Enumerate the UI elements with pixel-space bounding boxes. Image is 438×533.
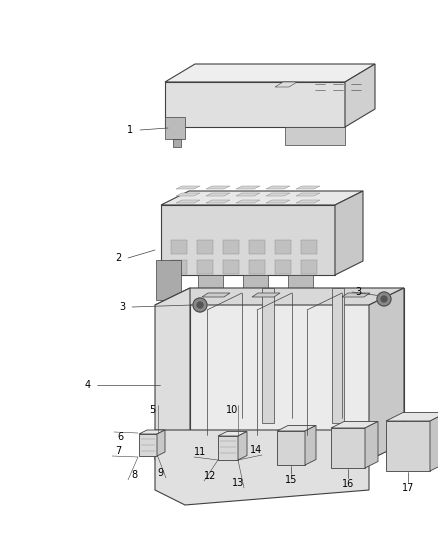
- Polygon shape: [176, 186, 200, 189]
- Polygon shape: [161, 205, 335, 275]
- Polygon shape: [197, 240, 213, 254]
- Polygon shape: [332, 288, 344, 423]
- Polygon shape: [218, 432, 247, 436]
- Text: 9: 9: [157, 468, 163, 478]
- Text: 16: 16: [342, 479, 354, 489]
- Polygon shape: [331, 422, 378, 428]
- Polygon shape: [165, 82, 345, 127]
- Polygon shape: [155, 288, 404, 305]
- Text: 14: 14: [250, 445, 262, 455]
- Text: 15: 15: [285, 475, 297, 485]
- Polygon shape: [171, 260, 187, 274]
- Polygon shape: [202, 293, 230, 297]
- Polygon shape: [365, 422, 378, 468]
- Polygon shape: [266, 193, 290, 196]
- Polygon shape: [176, 193, 200, 196]
- Polygon shape: [301, 240, 317, 254]
- Polygon shape: [161, 191, 363, 205]
- Polygon shape: [206, 200, 230, 203]
- Polygon shape: [223, 260, 239, 274]
- Text: 4: 4: [85, 380, 91, 390]
- Polygon shape: [236, 193, 260, 196]
- Polygon shape: [173, 139, 181, 147]
- Polygon shape: [238, 432, 247, 460]
- Polygon shape: [266, 186, 290, 189]
- Polygon shape: [218, 436, 238, 460]
- Polygon shape: [249, 240, 265, 254]
- Text: 6: 6: [117, 432, 123, 442]
- Text: 1: 1: [127, 125, 133, 135]
- Polygon shape: [155, 430, 369, 505]
- Polygon shape: [285, 127, 345, 145]
- Polygon shape: [335, 191, 363, 275]
- Polygon shape: [236, 200, 260, 203]
- Polygon shape: [296, 193, 320, 196]
- Text: 2: 2: [115, 253, 121, 263]
- Text: 12: 12: [204, 471, 216, 481]
- Text: 17: 17: [402, 483, 414, 493]
- Polygon shape: [301, 260, 317, 274]
- Polygon shape: [262, 288, 274, 423]
- Polygon shape: [369, 288, 404, 460]
- Text: 11: 11: [194, 447, 206, 457]
- Polygon shape: [206, 193, 230, 196]
- Polygon shape: [156, 260, 181, 300]
- Text: 13: 13: [232, 478, 244, 488]
- Circle shape: [381, 296, 387, 302]
- Polygon shape: [386, 413, 438, 421]
- Polygon shape: [243, 275, 268, 293]
- Polygon shape: [252, 293, 280, 297]
- Text: 3: 3: [355, 287, 361, 297]
- Polygon shape: [345, 64, 375, 127]
- Polygon shape: [165, 64, 375, 82]
- Polygon shape: [249, 260, 265, 274]
- Polygon shape: [190, 288, 404, 443]
- Text: 10: 10: [226, 405, 238, 415]
- Text: 3: 3: [119, 302, 125, 312]
- Polygon shape: [165, 117, 185, 139]
- Polygon shape: [277, 425, 316, 431]
- Text: 8: 8: [131, 470, 137, 480]
- Polygon shape: [139, 434, 157, 456]
- Text: 5: 5: [149, 405, 155, 415]
- Polygon shape: [236, 186, 260, 189]
- Polygon shape: [223, 240, 239, 254]
- Polygon shape: [296, 200, 320, 203]
- Polygon shape: [331, 428, 365, 468]
- Polygon shape: [176, 200, 200, 203]
- Polygon shape: [206, 186, 230, 189]
- Polygon shape: [275, 240, 291, 254]
- Polygon shape: [296, 186, 320, 189]
- Polygon shape: [171, 240, 187, 254]
- Circle shape: [377, 292, 391, 306]
- Polygon shape: [305, 425, 316, 465]
- Polygon shape: [197, 260, 213, 274]
- Polygon shape: [155, 288, 190, 460]
- Polygon shape: [157, 430, 165, 456]
- Polygon shape: [386, 421, 430, 471]
- Polygon shape: [275, 260, 291, 274]
- Text: 7: 7: [115, 446, 121, 456]
- Polygon shape: [275, 82, 297, 87]
- Polygon shape: [288, 275, 313, 293]
- Polygon shape: [342, 293, 370, 297]
- Circle shape: [193, 298, 207, 312]
- Circle shape: [197, 302, 203, 308]
- Polygon shape: [198, 275, 223, 293]
- Polygon shape: [266, 200, 290, 203]
- Polygon shape: [139, 430, 165, 434]
- Polygon shape: [430, 413, 438, 471]
- Polygon shape: [277, 431, 305, 465]
